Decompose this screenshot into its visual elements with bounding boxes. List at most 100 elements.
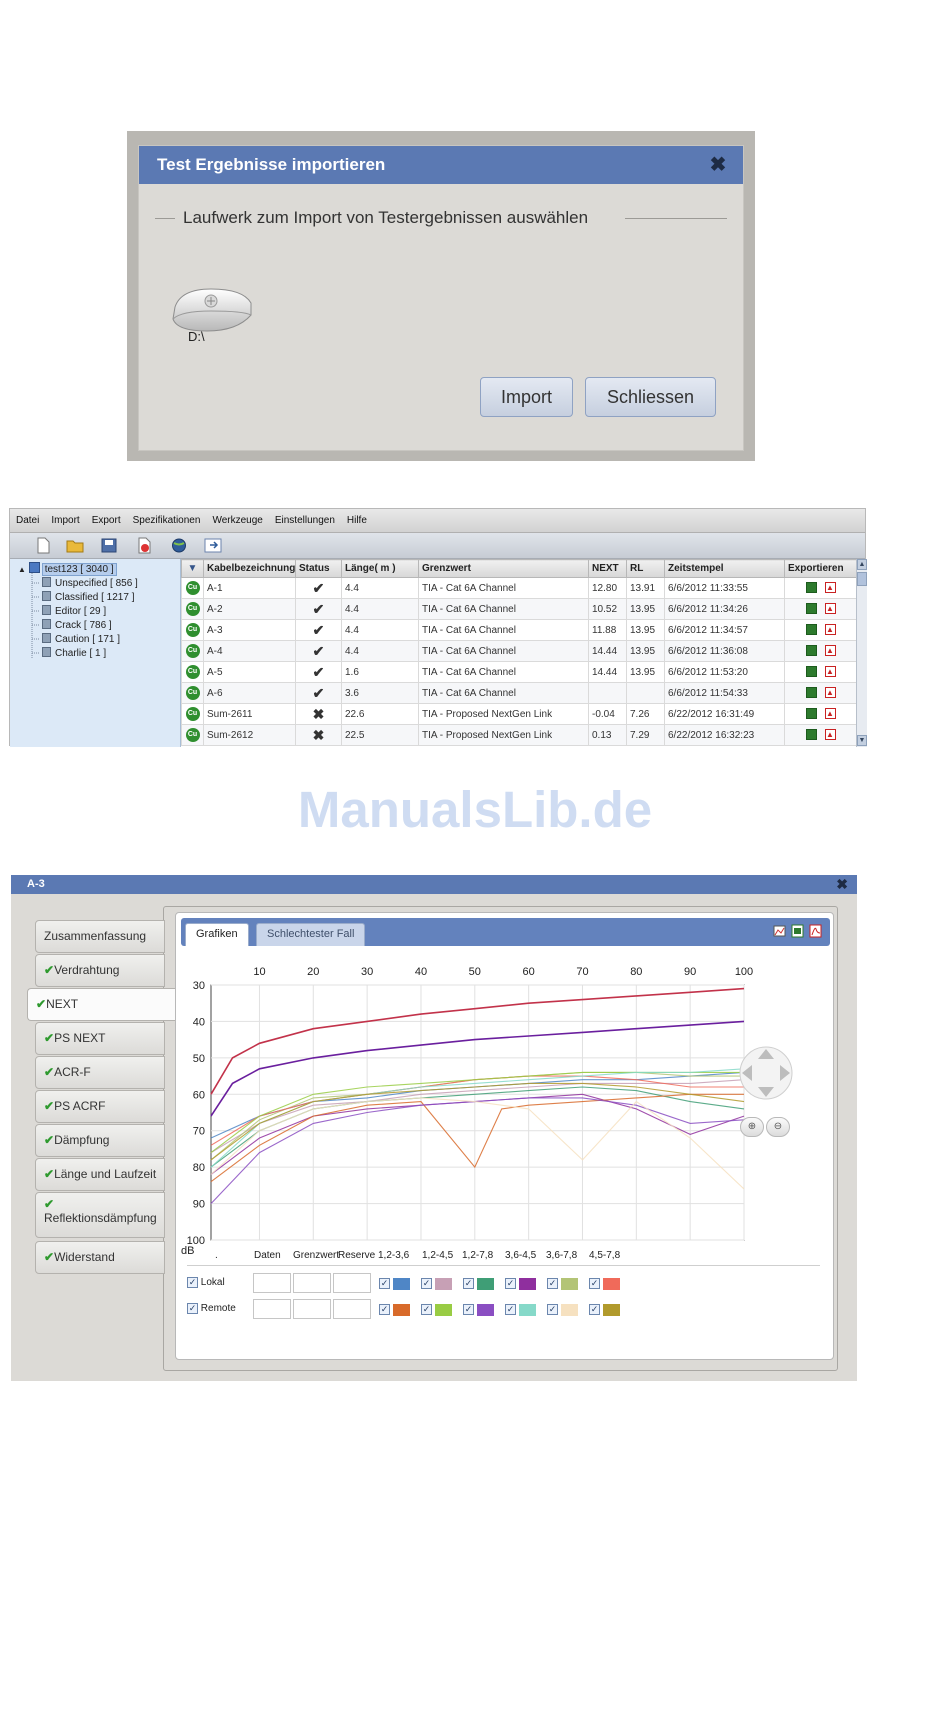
- close-icon[interactable]: ✖: [836, 876, 848, 892]
- table-row[interactable]: Cu A-2 ✔ 4.4 TIA - Cat 6A Channel 10.52 13.95 6…: [181, 598, 856, 620]
- pair-checkbox[interactable]: ✓: [379, 1278, 390, 1289]
- globe-icon[interactable]: [170, 537, 188, 554]
- sync-icon[interactable]: [204, 537, 222, 554]
- pdf-icon[interactable]: [809, 924, 822, 938]
- pair-checkbox[interactable]: ✓: [421, 1304, 432, 1315]
- delete-icon[interactable]: [135, 537, 153, 554]
- pdf-icon[interactable]: ▲: [824, 645, 836, 657]
- excel-icon[interactable]: [805, 603, 817, 615]
- table-row[interactable]: Cu A-1 ✔ 4.4 TIA - Cat 6A Channel 12.80 13.91 6…: [181, 577, 856, 599]
- tab-zusammenfassung[interactable]: Zusammenfassung: [35, 920, 165, 953]
- pan-control-icon[interactable]: [736, 1043, 796, 1103]
- save-icon[interactable]: [100, 537, 118, 554]
- pdf-icon[interactable]: ▲: [824, 582, 836, 594]
- menu-export[interactable]: Export: [91, 515, 121, 526]
- pair-checkbox[interactable]: ✓: [589, 1278, 600, 1289]
- tab-schlechtester-fall[interactable]: Schlechtester Fall: [256, 923, 366, 946]
- pdf-icon[interactable]: ▲: [824, 687, 836, 699]
- close-button[interactable]: Schliessen: [585, 377, 716, 417]
- tab-ps-acrf[interactable]: ✔PS ACRF: [35, 1090, 165, 1123]
- tab-next[interactable]: ✔NEXT: [27, 988, 175, 1021]
- pair-checkbox[interactable]: ✓: [547, 1278, 558, 1289]
- open-folder-icon[interactable]: [66, 537, 84, 554]
- new-file-icon[interactable]: [34, 537, 52, 554]
- tree-item-caution[interactable]: Caution [ 171 ]: [42, 633, 120, 645]
- sort-column-header[interactable]: ▼: [181, 559, 204, 578]
- pair-checkbox[interactable]: ✓: [463, 1278, 474, 1289]
- pair-checkbox[interactable]: ✓: [463, 1304, 474, 1315]
- pair-checkbox[interactable]: ✓: [547, 1304, 558, 1315]
- tab-verdrahtung[interactable]: ✔Verdrahtung: [35, 954, 165, 987]
- pair-checkbox[interactable]: ✓: [379, 1304, 390, 1315]
- excel-icon[interactable]: [805, 687, 817, 699]
- legend-value-field[interactable]: [253, 1299, 291, 1319]
- tree-item-charlie[interactable]: Charlie [ 1 ]: [42, 647, 106, 659]
- pdf-icon[interactable]: ▲: [824, 729, 836, 741]
- pair-checkbox[interactable]: ✓: [421, 1278, 432, 1289]
- menu-hilfe[interactable]: Hilfe: [346, 515, 367, 526]
- scroll-down-icon[interactable]: ▼: [857, 735, 867, 746]
- column-header[interactable]: RL: [626, 559, 665, 578]
- menu-import[interactable]: Import: [51, 515, 80, 526]
- tab-grafiken[interactable]: Grafiken: [185, 923, 249, 946]
- column-header[interactable]: Kabelbezeichnung: [203, 559, 296, 578]
- checkbox[interactable]: ✓: [187, 1303, 198, 1314]
- excel-icon[interactable]: [805, 666, 817, 678]
- pdf-icon[interactable]: ▲: [824, 624, 836, 636]
- chart-export-icon[interactable]: [773, 924, 786, 938]
- scroll-up-icon[interactable]: ▲: [857, 559, 867, 570]
- excel-icon[interactable]: [805, 624, 817, 636]
- table-row[interactable]: Cu A-4 ✔ 4.4 TIA - Cat 6A Channel 14.44 13.95 6…: [181, 640, 856, 662]
- excel-icon[interactable]: [805, 708, 817, 720]
- tab-acr-f[interactable]: ✔ACR-F: [35, 1056, 165, 1089]
- legend-row-remote[interactable]: ✓ Remote: [187, 1303, 236, 1314]
- zoom-out-icon[interactable]: ⊖: [766, 1117, 790, 1137]
- tree-item-editor[interactable]: Editor [ 29 ]: [42, 605, 106, 617]
- pdf-icon[interactable]: ▲: [824, 603, 836, 615]
- tab-reflektionsdämpfung[interactable]: ✔ Reflektionsdämpfung: [35, 1192, 165, 1238]
- legend-row-lokal[interactable]: ✓ Lokal: [187, 1277, 225, 1288]
- pair-checkbox[interactable]: ✓: [505, 1278, 516, 1289]
- tree-item-classified[interactable]: Classified [ 1217 ]: [42, 591, 135, 603]
- excel-icon[interactable]: [791, 924, 804, 938]
- tree-item-crack[interactable]: Crack [ 786 ]: [42, 619, 112, 631]
- menu-werkzeuge[interactable]: Werkzeuge: [212, 515, 263, 526]
- menu-einstellungen[interactable]: Einstellungen: [274, 515, 335, 526]
- tab-länge-und-laufzeit[interactable]: ✔Länge und Laufzeit: [35, 1158, 165, 1191]
- tree-root-node[interactable]: ▲ test123 [ 3040 ]: [18, 562, 117, 576]
- table-row[interactable]: Cu A-3 ✔ 4.4 TIA - Cat 6A Channel 11.88 13.95 6…: [181, 619, 856, 641]
- legend-value-field[interactable]: [293, 1273, 331, 1293]
- zoom-in-icon[interactable]: ⊕: [740, 1117, 764, 1137]
- tree-item-unspecified[interactable]: Unspecified [ 856 ]: [42, 577, 138, 589]
- pair-checkbox[interactable]: ✓: [589, 1304, 600, 1315]
- close-icon[interactable]: ✖: [709, 154, 727, 176]
- menu-spezifikationen[interactable]: Spezifikationen: [132, 515, 201, 526]
- legend-value-field[interactable]: [253, 1273, 291, 1293]
- table-row[interactable]: Cu A-6 ✔ 3.6 TIA - Cat 6A Channel 6/6/2012 11…: [181, 682, 856, 704]
- column-header[interactable]: Zeitstempel: [664, 559, 785, 578]
- legend-value-field[interactable]: [293, 1299, 331, 1319]
- pdf-icon[interactable]: ▲: [824, 666, 836, 678]
- tab-dämpfung[interactable]: ✔Dämpfung: [35, 1124, 165, 1157]
- column-header[interactable]: Status: [295, 559, 342, 578]
- tab-widerstand[interactable]: ✔Widerstand: [35, 1241, 165, 1274]
- import-button[interactable]: Import: [480, 377, 573, 417]
- legend-value-field[interactable]: [333, 1299, 371, 1319]
- hard-drive-icon[interactable]: [167, 271, 257, 351]
- column-header[interactable]: NEXT: [588, 559, 627, 578]
- collapse-icon[interactable]: ▲: [18, 565, 26, 574]
- excel-icon[interactable]: [805, 645, 817, 657]
- table-row[interactable]: Cu Sum-2612 ✖ 22.5 TIA - Proposed NextGen Li…: [181, 724, 856, 746]
- legend-value-field[interactable]: [333, 1273, 371, 1293]
- column-header[interactable]: Exportieren: [784, 559, 856, 578]
- vertical-scrollbar[interactable]: ▲ ▼: [856, 559, 867, 747]
- table-row[interactable]: Cu A-5 ✔ 1.6 TIA - Cat 6A Channel 14.44 13.95 6…: [181, 661, 856, 683]
- menu-datei[interactable]: Datei: [16, 515, 40, 526]
- tab-ps-next[interactable]: ✔PS NEXT: [35, 1022, 165, 1055]
- pair-checkbox[interactable]: ✓: [505, 1304, 516, 1315]
- column-header[interactable]: Länge( m ): [341, 559, 419, 578]
- scroll-thumb[interactable]: [857, 572, 867, 586]
- excel-icon[interactable]: [805, 729, 817, 741]
- table-row[interactable]: Cu Sum-2611 ✖ 22.6 TIA - Proposed NextGen Li…: [181, 703, 856, 725]
- pdf-icon[interactable]: ▲: [824, 708, 836, 720]
